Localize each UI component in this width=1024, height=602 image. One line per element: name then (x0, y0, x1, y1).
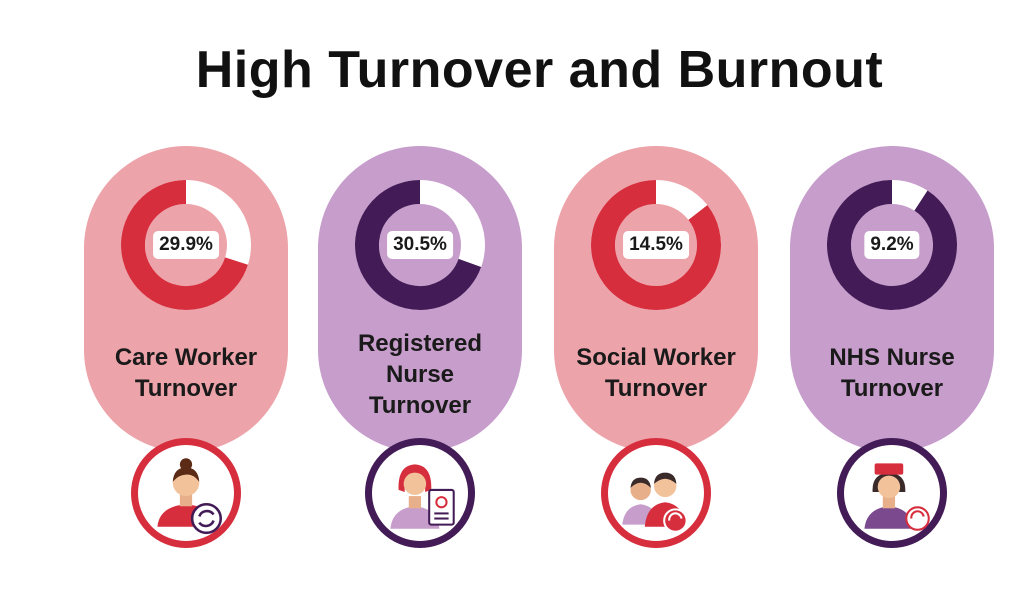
percent-label: 14.5% (623, 231, 689, 259)
donut-chart (827, 180, 957, 310)
registered-nurse-badge (365, 438, 475, 548)
turnover-card: 9.2% NHS Nurse Turnover (790, 146, 994, 452)
donut-value-arc (591, 180, 721, 310)
donut-value-arc (355, 180, 482, 310)
turnover-card: 29.9% Care Worker Turnover (84, 146, 288, 452)
page-title: High Turnover and Burnout (195, 41, 884, 99)
turnover-card: 14.5% Social Worker Turnover (554, 146, 758, 452)
donut-chart (121, 180, 251, 310)
donut-value-arc (121, 180, 248, 310)
social-workers-icon (622, 472, 688, 533)
card-label: Social Worker Turnover (576, 344, 736, 402)
social-workers-badge (601, 438, 711, 548)
percent-label: 29.9% (153, 231, 219, 259)
care-worker-badge (131, 438, 241, 548)
percent-label: 9.2% (864, 231, 920, 259)
care-worker-icon (157, 458, 222, 535)
donut-value-arc (827, 180, 957, 310)
donut-chart (591, 180, 721, 310)
card-label: NHS Nurse Turnover (829, 344, 955, 402)
percent-label: 30.5% (387, 231, 453, 259)
turnover-card: 30.5% Registered Nurse Turnover (318, 146, 522, 452)
registered-nurse-icon (390, 464, 455, 529)
nhs-nurse-badge (837, 438, 947, 548)
nhs-nurse-icon (864, 463, 930, 531)
card-label: Registered Nurse Turnover (357, 330, 483, 419)
donut-chart (355, 180, 485, 310)
card-label: Care Worker Turnover (114, 344, 258, 402)
